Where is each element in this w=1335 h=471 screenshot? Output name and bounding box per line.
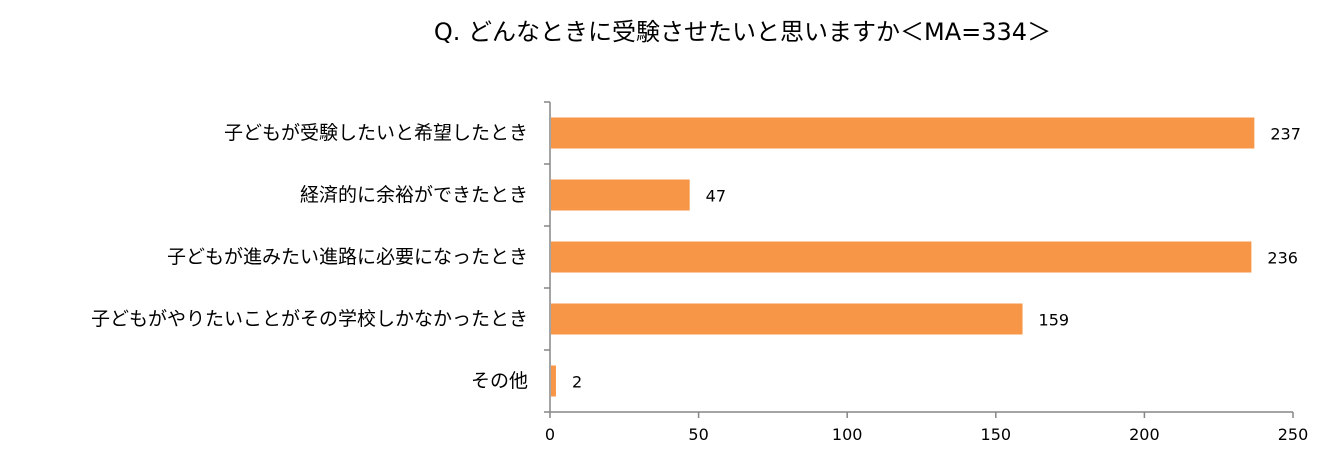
category-label-2: 子どもが進みたい進路に必要になったとき: [167, 246, 528, 268]
value-label-4: 2: [572, 373, 582, 392]
x-tick-label-4: 200: [1129, 425, 1160, 444]
value-label-0: 237: [1270, 125, 1301, 144]
value-label-3: 159: [1039, 311, 1070, 330]
axis-layer: [544, 101, 1294, 418]
x-tick-label-1: 50: [688, 425, 708, 444]
bar-4: [551, 365, 556, 397]
category-label-4: その他: [471, 370, 528, 392]
bars-layer: [551, 117, 1255, 397]
value-label-2: 236: [1267, 249, 1298, 268]
value-label-1: 47: [706, 187, 726, 206]
bar-3: [551, 303, 1023, 335]
x-tick-label-2: 100: [832, 425, 863, 444]
category-label-0: 子どもが受験したいと希望したとき: [224, 122, 528, 144]
x-tick-label-5: 250: [1278, 425, 1309, 444]
bar-1: [551, 179, 690, 211]
category-label-3: 子どもがやりたいことがその学校しかなかったとき: [91, 308, 528, 330]
bar-2: [551, 241, 1252, 273]
category-label-1: 経済的に余裕ができたとき: [300, 184, 528, 206]
chart-title: Q. どんなときに受験させたいと思いますか＜MA=334＞: [433, 18, 1052, 46]
x-tick-label-3: 150: [981, 425, 1012, 444]
x-tick-label-0: 0: [545, 425, 555, 444]
labels-layer: 子どもが受験したいと希望したとき 237 経済的に余裕ができたとき 47 子どもが進みた…: [91, 122, 1308, 444]
bar-0: [551, 117, 1255, 149]
